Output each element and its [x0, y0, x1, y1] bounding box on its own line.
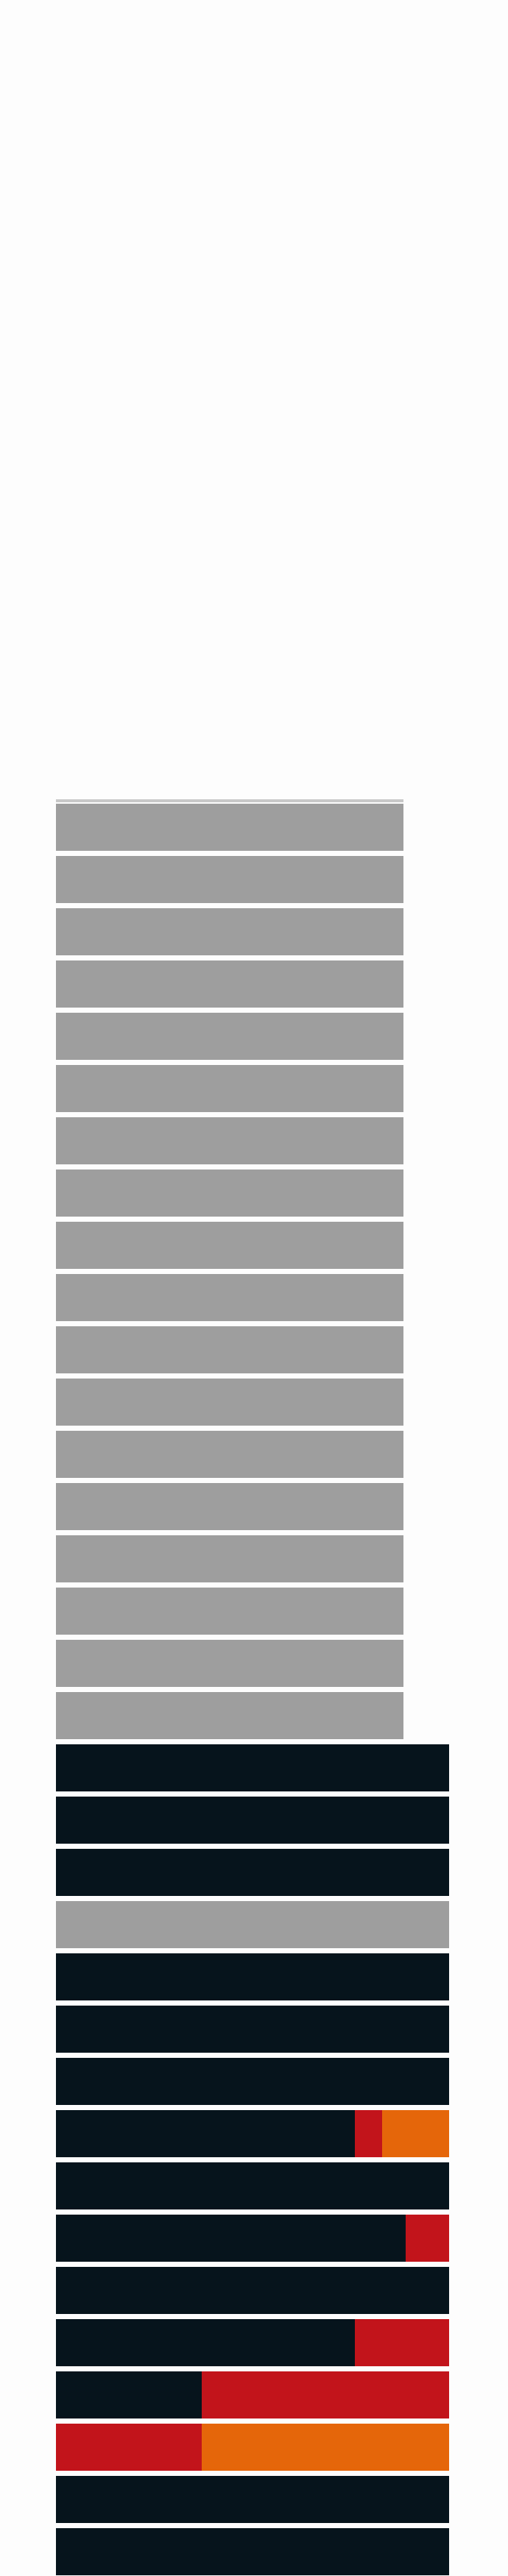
bar-row — [56, 1431, 403, 1478]
bar-row — [56, 1797, 449, 1844]
bar-segment-navy — [56, 2267, 449, 2314]
bar-row — [56, 2476, 449, 2523]
bar-segment-red — [56, 2424, 202, 2471]
bar-segment-navy — [56, 2162, 449, 2209]
bar-segment-gray — [56, 1692, 403, 1739]
bar-segment-navy — [56, 1849, 449, 1896]
bar-segment-gray — [56, 1117, 403, 1164]
bar-segment-navy — [56, 2319, 355, 2366]
bar-segment-gray — [56, 1379, 403, 1426]
bar-row — [56, 2110, 449, 2157]
bar-row — [56, 856, 403, 903]
bar-row — [56, 1222, 403, 1269]
bar-row — [56, 1013, 403, 1060]
bar-row — [56, 1274, 403, 1321]
bar-segment-gray — [56, 856, 403, 903]
bar-segment-navy — [56, 1797, 449, 1844]
bar-segment-orange — [201, 2424, 449, 2471]
bar-row — [56, 1744, 449, 1791]
bar-row — [56, 1379, 403, 1426]
bar-segment-navy — [56, 2528, 449, 2575]
bar-row — [56, 2267, 449, 2314]
bar-segment-navy — [56, 2476, 449, 2523]
bar-segment-gray — [56, 1170, 403, 1217]
bar-segment-red — [354, 2110, 383, 2157]
bar-segment-navy — [56, 2215, 406, 2262]
bar-row — [56, 1326, 403, 1373]
bar-row — [56, 1170, 403, 1217]
bar-segment-gray — [56, 1274, 403, 1321]
bar-segment-gray — [56, 804, 403, 851]
bar-segment-gray — [56, 908, 403, 955]
bar-row — [56, 2424, 449, 2471]
bar-row — [56, 1588, 403, 1635]
bar-row — [56, 1483, 403, 1530]
bar-segment-navy — [56, 1953, 449, 2000]
bar-segment-gray — [56, 1222, 403, 1269]
bar-segment-red — [354, 2319, 449, 2366]
bar-segment-gray — [56, 1065, 403, 1112]
bar-row — [56, 2528, 449, 2575]
bar-row — [56, 2371, 449, 2418]
bar-segment-gray — [56, 1640, 403, 1687]
bar-row — [56, 1535, 403, 1582]
bar-row — [56, 1901, 449, 1948]
bar-segment-navy — [56, 2058, 449, 2105]
top-rule — [56, 799, 403, 802]
bar-segment-orange — [382, 2110, 449, 2157]
bar-row — [56, 908, 403, 955]
bar-segment-gray — [56, 1326, 403, 1373]
bar-row — [56, 804, 403, 851]
bar-row — [56, 1640, 403, 1687]
bar-segment-gray — [56, 1588, 403, 1635]
bar-row — [56, 1117, 403, 1164]
bar-row — [56, 2162, 449, 2209]
bar-row — [56, 960, 403, 1008]
bar-row — [56, 2058, 449, 2105]
bar-row — [56, 2006, 449, 2053]
bar-segment-navy — [56, 2110, 355, 2157]
bar-segment-gray — [56, 1535, 403, 1582]
bar-segment-gray — [56, 960, 403, 1008]
bar-segment-gray — [56, 1901, 449, 1948]
bar-row — [56, 1692, 403, 1739]
bar-row — [56, 1065, 403, 1112]
bar-row — [56, 1953, 449, 2000]
bar-row — [56, 2215, 449, 2262]
bar-segment-gray — [56, 1013, 403, 1060]
bar-segment-red — [406, 2215, 449, 2262]
bar-segment-navy — [56, 1744, 449, 1791]
bar-segment-gray — [56, 1483, 403, 1530]
bar-segment-gray — [56, 1431, 403, 1478]
bar-row — [56, 2319, 449, 2366]
bar-segment-navy — [56, 2371, 202, 2418]
bar-row — [56, 1849, 449, 1896]
bar-segment-red — [201, 2371, 449, 2418]
bar-segment-navy — [56, 2006, 449, 2053]
